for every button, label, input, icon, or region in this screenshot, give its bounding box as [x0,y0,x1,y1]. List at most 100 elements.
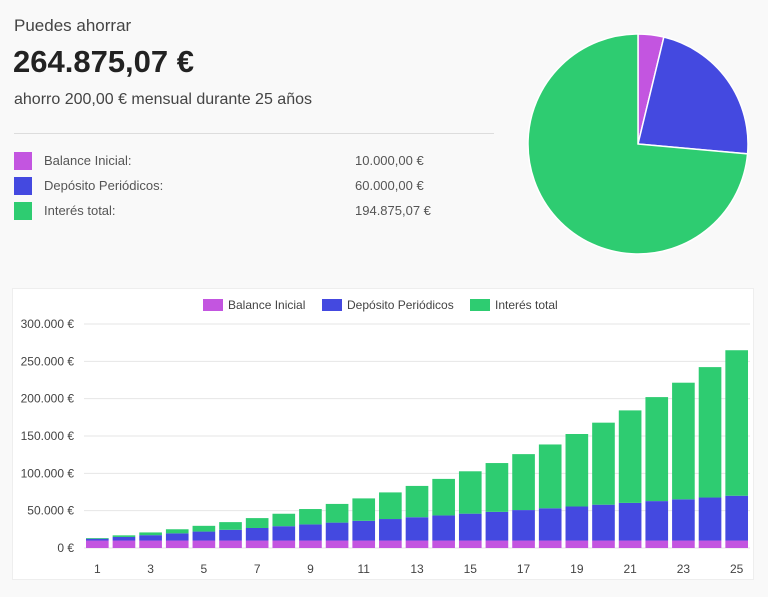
bar-interés-total-14[interactable] [432,478,455,516]
bar-balance-inicial-18[interactable] [538,540,562,548]
bar-balance-inicial-22[interactable] [645,540,669,548]
bar-balance-inicial-2[interactable] [112,540,136,548]
chart-legend: Balance Inicial Depósito Periódicos Inte… [203,298,558,312]
bar-interés-total-4[interactable] [165,529,189,534]
bar-depósito-periódicos-15[interactable] [458,513,482,541]
bar-balance-inicial-24[interactable] [698,540,722,548]
bar-interés-total-15[interactable] [458,471,482,514]
bar-interés-total-1[interactable] [85,538,109,539]
bar-depósito-periódicos-13[interactable] [405,517,429,541]
bar-interés-total-12[interactable] [379,492,402,520]
bar-depósito-periódicos-2[interactable] [112,536,136,541]
bar-depósito-periódicos-11[interactable] [352,520,376,541]
bar-depósito-periódicos-8[interactable] [272,526,296,541]
bar-depósito-periódicos-6[interactable] [219,529,242,541]
bar-depósito-periódicos-5[interactable] [192,531,216,541]
bar-balance-inicial-8[interactable] [272,540,296,548]
bar-balance-inicial-19[interactable] [565,540,589,548]
bar-balance-inicial-25[interactable] [725,540,749,548]
bar-balance-inicial-5[interactable] [192,540,216,548]
bar-interés-total-19[interactable] [565,433,589,507]
bar-balance-inicial-12[interactable] [379,540,402,548]
bar-balance-inicial-7[interactable] [245,540,269,548]
bar-balance-inicial-11[interactable] [352,540,376,548]
bar-balance-inicial-23[interactable] [672,540,695,548]
bar-interés-total-24[interactable] [698,367,722,498]
bar-interés-total-17[interactable] [512,454,535,511]
bar-interés-total-25[interactable] [725,350,749,496]
bar-depósito-periódicos-24[interactable] [698,497,722,541]
y-tick-label: 250.000 € [21,354,75,368]
bar-depósito-periódicos-9[interactable] [299,524,322,541]
bar-interés-total-8[interactable] [272,513,296,527]
breakdown-value: 194.875,07 € [355,203,431,218]
bar-depósito-periódicos-17[interactable] [512,510,535,541]
y-tick-label: 0 € [57,541,74,555]
bar-depósito-periódicos-3[interactable] [139,535,162,541]
bar-interés-total-22[interactable] [645,397,669,502]
bar-depósito-periódicos-23[interactable] [672,499,695,541]
bar-interés-total-5[interactable] [192,525,216,532]
legend-swatch-interest [470,299,490,311]
bar-interés-total-2[interactable] [112,535,136,537]
bar-interés-total-16[interactable] [485,463,509,512]
legend-label: Balance Inicial [228,298,305,312]
legend-swatch [14,202,32,220]
bar-balance-inicial-3[interactable] [139,540,162,548]
breakdown-label: Depósito Periódicos: [44,178,164,193]
y-tick-label: 100.000 € [21,466,75,480]
y-tick-label: 50.000 € [27,504,74,518]
x-tick-label: 21 [623,562,637,576]
bar-interés-total-21[interactable] [618,410,642,503]
bar-depósito-periódicos-16[interactable] [485,511,509,541]
y-tick-label: 150.000 € [21,429,75,443]
bar-interés-total-9[interactable] [299,509,322,525]
bar-balance-inicial-17[interactable] [512,540,535,548]
bar-balance-inicial-21[interactable] [618,540,642,548]
bar-depósito-periódicos-19[interactable] [565,506,589,541]
divider [14,133,494,134]
x-tick-label: 1 [94,562,101,576]
bar-balance-inicial-13[interactable] [405,540,429,548]
bar-balance-inicial-6[interactable] [219,540,242,548]
bar-interés-total-18[interactable] [538,444,562,509]
bar-interés-total-10[interactable] [325,503,349,523]
bar-balance-inicial-4[interactable] [165,540,189,548]
bar-balance-inicial-10[interactable] [325,540,349,548]
bar-interés-total-6[interactable] [219,522,242,530]
bar-balance-inicial-15[interactable] [458,540,482,548]
bar-balance-inicial-14[interactable] [432,540,455,548]
legend-label: Interés total [495,298,558,312]
legend-swatch [14,152,32,170]
bar-depósito-periódicos-21[interactable] [618,502,642,541]
bar-balance-inicial-16[interactable] [485,540,509,548]
bar-depósito-periódicos-4[interactable] [165,533,189,541]
pie-slice-2[interactable] [527,33,749,255]
x-tick-label: 11 [357,562,370,576]
bar-interés-total-20[interactable] [592,422,615,505]
bar-interés-total-7[interactable] [245,518,269,528]
bar-depósito-periódicos-12[interactable] [379,519,402,541]
legend-swatch-deposits [322,299,342,311]
bar-depósito-periódicos-1[interactable] [85,538,109,541]
bar-balance-inicial-9[interactable] [299,540,322,548]
x-tick-label: 17 [517,562,531,576]
bar-balance-inicial-20[interactable] [592,540,615,548]
bar-depósito-periódicos-25[interactable] [725,495,749,541]
breakdown-row-initial: Balance Inicial: 10.000,00 € [14,151,454,171]
bar-depósito-periódicos-14[interactable] [432,515,455,541]
bar-balance-inicial-1[interactable] [85,540,109,548]
total-amount: 264.875,07 € [13,44,195,79]
bar-interés-total-3[interactable] [139,532,162,536]
bar-interés-total-13[interactable] [405,485,429,518]
y-tick-label: 300.000 € [21,317,75,331]
bar-interés-total-11[interactable] [352,498,376,521]
pie-slice-1[interactable] [637,36,749,155]
bar-depósito-periódicos-10[interactable] [325,522,349,541]
bar-depósito-periódicos-18[interactable] [538,508,562,541]
x-tick-label: 9 [307,562,314,576]
bar-interés-total-23[interactable] [672,382,695,500]
bar-depósito-periódicos-20[interactable] [592,504,615,541]
bar-depósito-periódicos-7[interactable] [245,527,269,541]
bar-depósito-periódicos-22[interactable] [645,501,669,541]
